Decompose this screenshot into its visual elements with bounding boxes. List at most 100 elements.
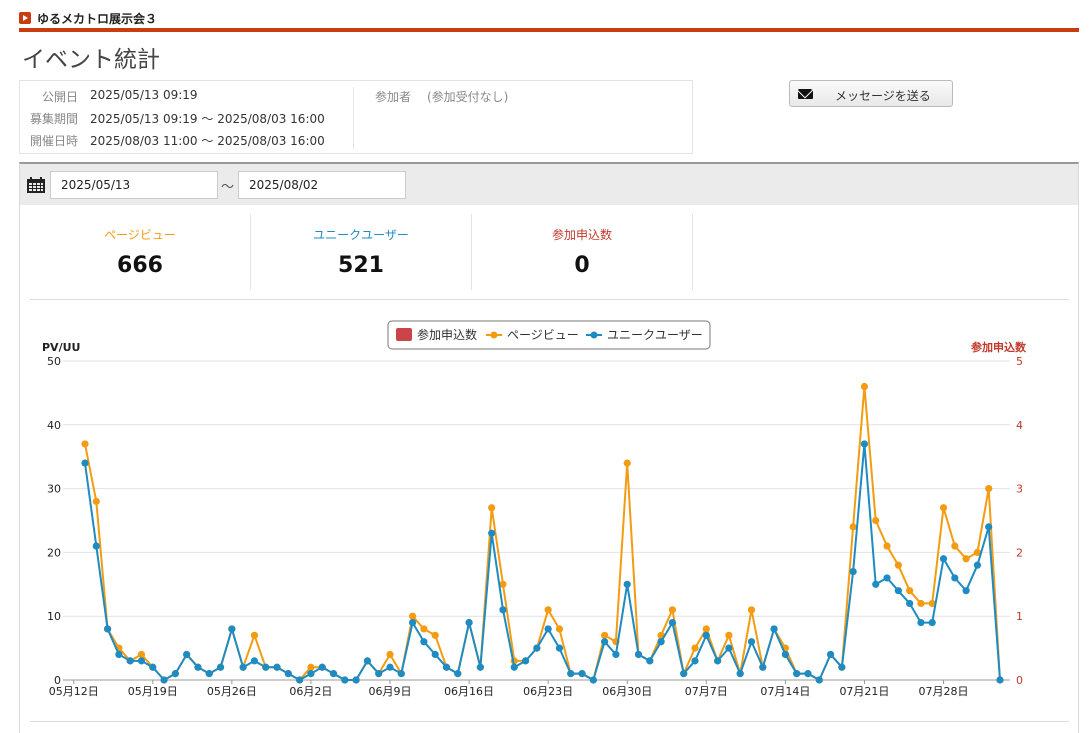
end-date-input[interactable] (238, 171, 406, 199)
point-unique-users (149, 663, 157, 671)
point-unique-users (239, 663, 247, 671)
point-unique-users (476, 663, 484, 671)
recruit-label: 募集期間 (29, 112, 78, 126)
point-unique-users (318, 663, 326, 671)
point-unique-users (793, 670, 801, 678)
point-unique-users (375, 670, 383, 678)
point-unique-users (488, 529, 496, 537)
legend-label-applications[interactable]: 参加申込数 (417, 327, 477, 342)
point-pageviews (250, 631, 259, 639)
point-unique-users (284, 670, 292, 678)
point-unique-users (612, 650, 620, 659)
stats-divider-line (30, 299, 1069, 300)
point-unique-users (250, 657, 259, 665)
calendar-icon[interactable] (27, 177, 45, 193)
left-tick-label: 40 (47, 419, 61, 432)
point-unique-users (826, 650, 835, 659)
date-separator: 〜 (221, 180, 235, 195)
left-tick-label: 50 (47, 355, 61, 368)
legend-marker-unique-users (590, 331, 598, 339)
point-pageviews (973, 548, 982, 556)
point-unique-users (985, 523, 993, 531)
point-unique-users (713, 657, 722, 665)
legend-marker-pageviews (490, 331, 498, 339)
x-tick-label: 07月28日 (919, 685, 969, 698)
point-unique-users (702, 631, 710, 639)
stat-applications-value: 0 (574, 253, 590, 278)
point-pageviews (499, 580, 507, 588)
x-tick-label: 05月26日 (207, 685, 257, 698)
stat-pageviews: ページビュー 666 (30, 214, 250, 290)
point-pageviews (747, 606, 756, 614)
point-unique-users (352, 676, 360, 684)
point-unique-users (962, 587, 970, 595)
event-date-label: 開催日時 (29, 134, 78, 148)
point-pageviews (386, 650, 394, 659)
recruit-value: 2025/05/13 09:19 〜 2025/08/03 16:00 (90, 112, 325, 126)
point-pageviews (917, 599, 925, 608)
x-tick-label: 06月2日 (289, 685, 332, 698)
start-date-input[interactable] (50, 171, 218, 199)
point-unique-users (103, 625, 112, 633)
point-unique-users (386, 663, 394, 671)
site-name[interactable]: ゆるメカトロ展示会３ (37, 12, 158, 26)
stats-panel: 〜 ページビュー 666 ユニークユーザー 521 参加申込数 0 参加申込数 (19, 162, 1079, 733)
point-unique-users (510, 663, 518, 671)
point-unique-users (804, 670, 812, 678)
left-tick-label: 10 (47, 610, 61, 623)
point-pageviews (962, 555, 970, 563)
point-unique-users (838, 663, 846, 671)
point-unique-users (465, 618, 473, 627)
point-pageviews (137, 650, 146, 659)
point-unique-users (759, 663, 767, 671)
send-message-button[interactable]: メッセージを送る (789, 80, 953, 107)
point-unique-users (928, 618, 936, 627)
left-tick-label: 20 (47, 546, 61, 559)
point-pageviews (691, 644, 699, 652)
x-tick-label: 06月30日 (602, 685, 652, 698)
stats-chart: 参加申込数 ページビュー ユニークユーザー PV/UU 参加申込数 010203… (42, 320, 1027, 698)
point-unique-users (499, 606, 507, 614)
point-unique-users (329, 670, 338, 678)
point-pageviews (431, 631, 439, 639)
legend-label-unique-users[interactable]: ユニークユーザー (607, 328, 703, 342)
point-pageviews (860, 382, 869, 391)
published-value: 2025/05/13 09:19 (90, 88, 198, 102)
point-pageviews (872, 516, 880, 525)
point-unique-users (680, 670, 688, 678)
mail-icon (798, 89, 813, 99)
point-unique-users (408, 618, 417, 627)
legend-label-pageviews[interactable]: ページビュー (507, 328, 579, 342)
point-unique-users (747, 638, 756, 646)
point-unique-users (126, 657, 134, 665)
chart-legend[interactable]: 参加申込数 ページビュー ユニークユーザー (387, 320, 711, 350)
point-pageviews (985, 485, 993, 493)
point-pageviews (849, 523, 857, 531)
point-pageviews (92, 497, 100, 505)
point-unique-users (81, 459, 89, 467)
right-tick-label: 1 (1016, 610, 1023, 623)
point-unique-users (589, 676, 597, 684)
point-unique-users (454, 670, 462, 678)
point-pageviews (928, 599, 936, 608)
stat-unique-users-value: 521 (338, 253, 384, 278)
point-unique-users (973, 561, 982, 569)
right-tick-label: 2 (1016, 546, 1023, 559)
stat-divider (692, 214, 693, 290)
top-bar: ゆるメカトロ展示会３ (0, 0, 1090, 32)
chart-series (81, 382, 1004, 684)
point-unique-users (815, 676, 823, 684)
right-tick-label: 4 (1016, 419, 1023, 432)
point-unique-users (171, 670, 179, 678)
point-unique-users (872, 580, 880, 588)
header-accent-line (19, 28, 1079, 32)
point-unique-users (657, 638, 665, 646)
point-unique-users (646, 657, 654, 665)
line-pageviews (84, 385, 1001, 681)
point-unique-users (939, 555, 948, 563)
x-tick-label: 06月23日 (523, 685, 573, 698)
legend-box (387, 320, 711, 350)
x-tick-label: 07月21日 (839, 685, 889, 698)
point-pageviews (725, 631, 733, 639)
date-range-bar: 〜 (20, 164, 1078, 205)
